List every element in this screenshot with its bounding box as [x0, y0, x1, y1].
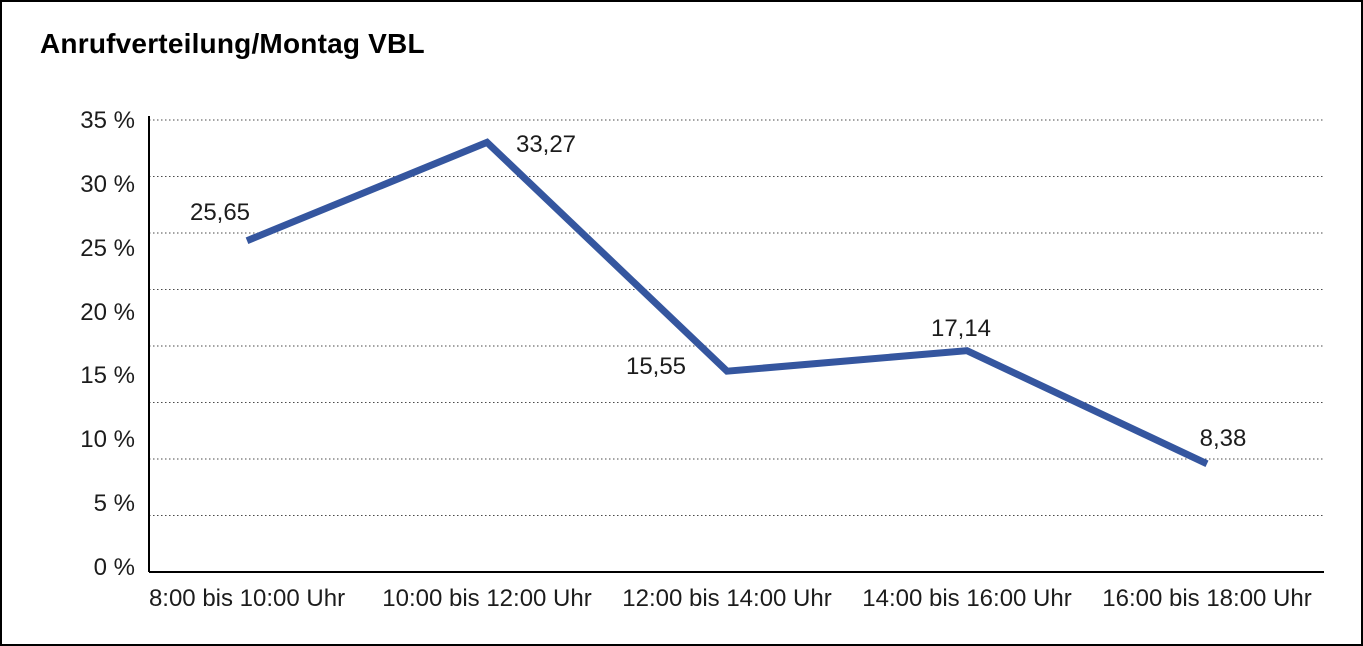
y-tick-label: 0 %	[93, 554, 135, 581]
y-tick-label: 10 %	[80, 426, 135, 454]
y-tick-label: 20 %	[80, 298, 135, 326]
y-tick-label: 5 %	[93, 490, 135, 518]
data-point-label: 17,14	[930, 314, 992, 342]
data-point-label: 15,55	[625, 353, 687, 381]
x-tick-label: 12:00 bis 14:00 Uhr	[622, 585, 832, 612]
x-tick-label: 8:00 bis 10:00 Uhr	[148, 585, 346, 612]
y-tick-label: 15 %	[80, 362, 135, 390]
chart-title: Anrufverteilung/Montag VBL	[40, 28, 425, 59]
y-tick-label: 25 %	[80, 234, 135, 262]
y-tick-label: 30 %	[80, 170, 135, 198]
x-tick-label: 16:00 bis 18:00 Uhr	[1102, 585, 1312, 612]
data-series-line	[245, 138, 1209, 467]
data-point-label: 33,27	[515, 131, 577, 159]
data-point-label: 25,65	[189, 198, 251, 226]
x-tick-label: 14:00 bis 16:00 Uhr	[862, 585, 1072, 612]
data-point-label: 8,38	[1199, 424, 1247, 452]
y-tick-label: 35 %	[80, 107, 135, 134]
x-tick-label: 10:00 bis 12:00 Uhr	[382, 585, 592, 612]
